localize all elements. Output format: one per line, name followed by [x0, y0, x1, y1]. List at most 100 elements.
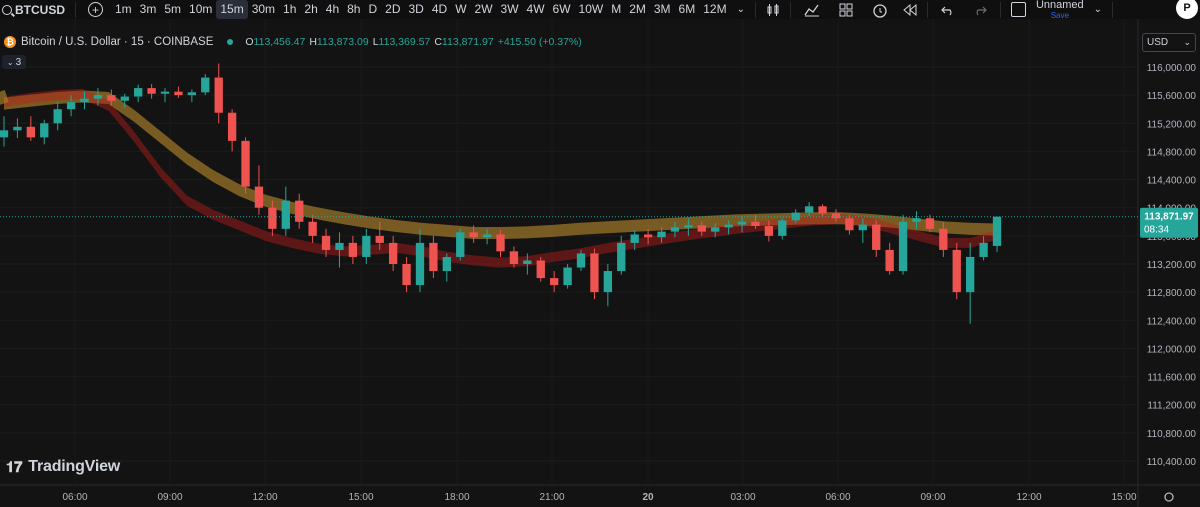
candle-body[interactable]	[576, 253, 586, 268]
interval-8h[interactable]: 8h	[347, 2, 361, 16]
candle-body[interactable]	[804, 206, 814, 213]
tradingview-logo[interactable]: 𝟏𝟕 TradingView	[6, 458, 120, 476]
interval-4D[interactable]: 4D	[431, 2, 448, 16]
undo-icon[interactable]	[932, 0, 964, 19]
alert-icon[interactable]	[863, 0, 897, 19]
candle-body[interactable]	[308, 221, 317, 236]
candle-body[interactable]	[966, 256, 975, 293]
candle-body[interactable]	[684, 225, 693, 228]
candle-body[interactable]	[536, 260, 545, 279]
candle-body[interactable]	[295, 200, 304, 222]
interval-3D[interactable]: 3D	[408, 2, 424, 16]
interval-D[interactable]: D	[368, 2, 378, 16]
candle-body[interactable]	[241, 140, 250, 187]
interval-5m[interactable]: 5m	[164, 2, 182, 16]
candle-body[interactable]	[348, 242, 358, 257]
candle-body[interactable]	[872, 224, 881, 250]
candle-body[interactable]	[912, 218, 921, 222]
candle-body[interactable]	[643, 234, 653, 238]
candle-body[interactable]	[630, 234, 639, 243]
interval-2W[interactable]: 2W	[474, 2, 493, 16]
candle-body[interactable]	[778, 220, 787, 236]
interval-30m[interactable]: 30m	[251, 2, 276, 16]
candle-body[interactable]	[523, 260, 532, 264]
templates-icon[interactable]	[829, 0, 863, 19]
replay-icon[interactable]	[897, 0, 923, 19]
candle-body[interactable]	[187, 92, 197, 96]
candle-body[interactable]	[214, 77, 223, 113]
candle-body[interactable]	[13, 126, 22, 131]
candle-body[interactable]	[845, 218, 854, 231]
candle-body[interactable]	[751, 221, 760, 227]
interval-2M[interactable]: 2M	[629, 2, 646, 16]
chevron-down-icon[interactable]: ⌄	[736, 4, 745, 15]
candles-icon[interactable]	[760, 0, 786, 19]
candle-body[interactable]	[496, 234, 505, 252]
candle-body[interactable]	[737, 221, 747, 225]
interval-W[interactable]: W	[455, 2, 467, 16]
settings-icon[interactable]	[1164, 492, 1174, 502]
indicators-toggle-button[interactable]: ⌄ 3	[2, 55, 26, 69]
candle-body[interactable]	[711, 227, 720, 232]
candle-body[interactable]	[831, 213, 841, 219]
interval-1m[interactable]: 1m	[115, 2, 132, 16]
interval-1h[interactable]: 1h	[283, 2, 297, 16]
candle-body[interactable]	[80, 98, 89, 103]
candle-body[interactable]	[442, 256, 451, 272]
add-symbol-icon[interactable]: +	[88, 2, 103, 17]
candle-body[interactable]	[268, 207, 277, 229]
candle-body[interactable]	[26, 126, 35, 138]
interval-4W[interactable]: 4W	[526, 2, 545, 16]
interval-12M[interactable]: 12M	[703, 2, 727, 16]
price-chart[interactable]: 116,000.00 115,600.00 115,200.00 114,800.00…	[0, 19, 1200, 507]
candle-body[interactable]	[482, 234, 492, 238]
save-label[interactable]: Save	[1050, 10, 1069, 20]
interval-6W[interactable]: 6W	[552, 2, 571, 16]
candle-body[interactable]	[697, 225, 706, 232]
interval-2D[interactable]: 2D	[385, 2, 401, 16]
interval-10W[interactable]: 10W	[578, 2, 604, 16]
candle-body[interactable]	[160, 91, 170, 94]
symbol-search-button[interactable]: BTCUSD	[0, 3, 71, 17]
candle-body[interactable]	[402, 264, 411, 286]
candle-body[interactable]	[147, 88, 156, 94]
candle-body[interactable]	[858, 224, 867, 231]
candle-body[interactable]	[670, 227, 680, 232]
currency-select[interactable]: USD ⌄	[1142, 33, 1196, 52]
candle-body[interactable]	[321, 235, 331, 250]
candle-body[interactable]	[93, 95, 103, 99]
candle-body[interactable]	[456, 232, 465, 257]
interval-10m[interactable]: 10m	[189, 2, 213, 16]
candle-body[interactable]	[0, 130, 9, 138]
candle-body[interactable]	[550, 278, 559, 286]
candle-body[interactable]	[388, 242, 398, 264]
interval-4h[interactable]: 4h	[325, 2, 340, 16]
candle-body[interactable]	[66, 102, 76, 110]
interval-M[interactable]: M	[611, 2, 622, 16]
candle-body[interactable]	[120, 96, 129, 101]
candle-body[interactable]	[415, 242, 425, 286]
layout-name-button[interactable]: Unnamed Save	[1032, 0, 1088, 20]
interval-6M[interactable]: 6M	[678, 2, 696, 16]
redo-icon[interactable]	[964, 0, 996, 19]
candle-body[interactable]	[281, 200, 290, 229]
candle-body[interactable]	[952, 249, 961, 293]
candle-body[interactable]	[335, 242, 344, 250]
chevron-down-icon[interactable]: ⌄	[1093, 4, 1103, 15]
candle-body[interactable]	[227, 112, 237, 141]
legend-title[interactable]: Bitcoin / U.S. Dollar · 15 · COINBASE	[21, 36, 214, 48]
candle-body[interactable]	[40, 123, 49, 138]
indicators-icon[interactable]	[795, 0, 829, 19]
candle-body[interactable]	[992, 216, 1002, 246]
candle-body[interactable]	[134, 88, 143, 97]
candle-body[interactable]	[469, 232, 478, 238]
candle-body[interactable]	[898, 221, 908, 272]
candle-body[interactable]	[617, 242, 626, 272]
candle-body[interactable]	[362, 235, 371, 257]
candle-body[interactable]	[939, 228, 948, 250]
candle-body[interactable]	[724, 224, 733, 228]
candle-body[interactable]	[764, 226, 774, 236]
candle-body[interactable]	[885, 249, 894, 272]
candle-body[interactable]	[53, 109, 62, 124]
candle-body[interactable]	[375, 235, 384, 243]
